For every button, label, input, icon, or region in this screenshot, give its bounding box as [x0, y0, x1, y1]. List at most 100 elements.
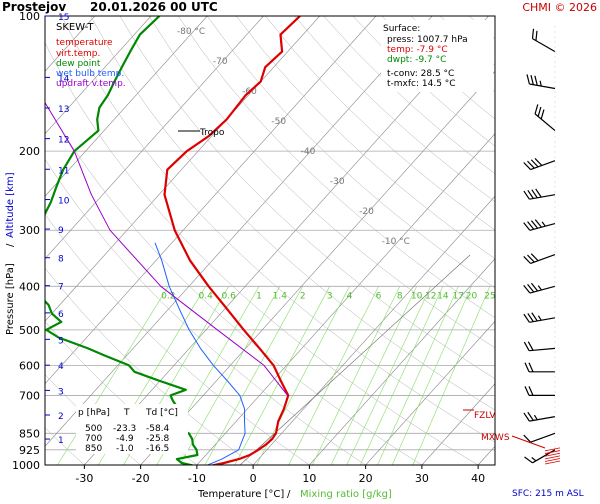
isotherm-label: -80 °C [177, 27, 205, 37]
table-row-p: 850 [85, 444, 102, 454]
mixing-ratio-label: 0.4 [198, 291, 213, 301]
x-tick-label: 0 [250, 472, 257, 485]
wind-barb [525, 386, 555, 395]
wind-barb-flag [525, 74, 531, 84]
altitude-tick-label: 11 [58, 166, 69, 176]
wind-barb-flag [524, 342, 529, 351]
wind-barb-staff [531, 433, 555, 442]
wind-barbs [524, 26, 561, 465]
altitude-tick-label: 4 [58, 362, 64, 372]
copyright: CHMI © 2026 [522, 1, 597, 14]
tropopause-label: Tropo [199, 128, 225, 138]
altitude-tick-label: 6 [58, 310, 64, 320]
altitude-tick-label: 2 [58, 412, 64, 422]
mixing-ratio-label: 6 [376, 291, 382, 301]
x-axis-title-mix: Mixing ratio [g/kg] [300, 489, 392, 500]
mixing-ratio-label: 17 [453, 291, 464, 301]
surface-tconv: t-conv: 28.5 °C [387, 69, 454, 79]
wind-barb [524, 152, 555, 171]
altitude-tick-label: 8 [58, 255, 64, 265]
pressure-tick-label: 300 [19, 224, 40, 237]
mixing-ratio-label: 20 [466, 291, 478, 301]
mixing-ratio-label: 12 [425, 291, 436, 301]
mixing-ratio-label: 3 [327, 291, 333, 301]
altitude-tick-label: 12 [58, 136, 69, 146]
dry-adiabat [498, 16, 600, 465]
legend-virt-temp: virt.temp. [56, 49, 100, 59]
surface-dwpt: dwpt: -9.7 °C [387, 55, 446, 65]
x-tick-label: 10 [302, 472, 316, 485]
y-axis-title-pressure: Pressure [hPa] [5, 263, 16, 335]
level-table: p [hPa] T Td [°C] 500 -23.3 -58.4 700 -4… [76, 404, 188, 454]
surface-info: Surface: press: 1007.7 hPa temp: -7.9 °C… [381, 20, 493, 92]
altitude-tick-label: 1 [58, 436, 64, 446]
mxws-pointer [512, 436, 545, 448]
wind-barb [524, 408, 555, 422]
table-row-td: -25.8 [146, 434, 170, 444]
wind-barb-flag [529, 386, 533, 395]
wind-barb [524, 215, 555, 231]
wind-barb [524, 278, 555, 294]
wind-barb-half [538, 285, 541, 290]
y-axis-title-sep: / [5, 243, 16, 247]
x-tick-label: -10 [188, 472, 206, 485]
x-axis-title-sep: / [287, 489, 291, 500]
table-row-td: -58.4 [146, 424, 170, 434]
surface-press: press: 1007.7 hPa [387, 35, 468, 45]
table-row-td: -16.5 [146, 444, 169, 454]
x-tick-label: -30 [75, 472, 93, 485]
table-row-t: -23.3 [113, 424, 136, 434]
altitude-tick-label: 5 [58, 336, 64, 346]
table-header-p: p [hPa] [78, 408, 110, 418]
surface-wind-mark [545, 448, 560, 451]
mixing-ratio-label: 8 [397, 291, 403, 301]
surface-wind-mark [545, 461, 560, 464]
wind-barb [524, 425, 555, 444]
wind-barb-flag [529, 75, 535, 85]
wind-barb-half [532, 456, 536, 461]
wind-barb [525, 442, 555, 465]
wind-barb-flag [525, 363, 529, 372]
mxws-label: MXWS [481, 433, 510, 443]
isotherm-label: -70 [213, 57, 228, 67]
wind-barb [525, 363, 555, 372]
pressure-tick-label: 600 [19, 359, 40, 372]
sounding-datetime: 20.01.2026 00 UTC [90, 0, 218, 14]
isotherm-label: -50 [271, 117, 286, 127]
legend-updraft: updraft v.temp. [56, 79, 126, 89]
mixing-ratio-label: 2 [300, 291, 306, 301]
pressure-tick-label: 500 [19, 324, 40, 337]
mixing-ratio-label: 1 [256, 291, 262, 301]
mixing-ratio-label: 0.6 [222, 291, 237, 301]
pressure-tick-label: 850 [19, 427, 40, 440]
pressure-tick-label: 200 [19, 145, 40, 158]
wind-barb-half [538, 315, 541, 320]
wind-barb [532, 104, 561, 130]
wind-barb-half [534, 415, 537, 420]
pressure-tick-label: 1000 [12, 459, 40, 472]
legend-dew-point: dew point [56, 59, 101, 69]
wind-barb [524, 309, 555, 323]
surface-title: Surface: [383, 24, 420, 34]
table-row-t: -4.9 [116, 434, 134, 444]
table-header-t: T [123, 408, 130, 418]
surface-elevation: SFC: 215 m ASL [512, 489, 584, 499]
wind-barb-flag [528, 341, 533, 350]
wind-barb-flag [533, 76, 539, 86]
legend-temperature: temperature [56, 38, 113, 48]
x-axis-title-temp: Temperature [°C] [197, 489, 284, 500]
isotherm-label: -40 [301, 147, 316, 157]
table-row-t: -1.0 [116, 444, 134, 454]
surface-wind-mark [545, 456, 560, 459]
wind-barb [524, 246, 555, 265]
pressure-tick-label: 925 [19, 444, 40, 457]
table-row-p: 700 [85, 434, 102, 444]
y-axis-title-altitude: Altitude [km] [5, 172, 16, 238]
wind-barb [524, 339, 555, 351]
altitude-tick-label: 10 [58, 197, 70, 207]
table-header-td: Td [°C] [145, 408, 178, 418]
mixing-ratio-label: 4 [347, 291, 353, 301]
x-tick-label: 40 [471, 472, 485, 485]
